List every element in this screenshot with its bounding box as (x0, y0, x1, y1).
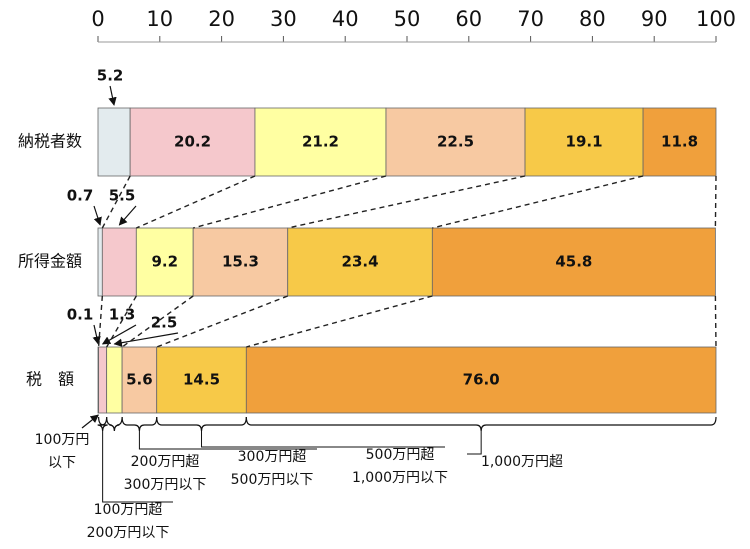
value-label: 5.5 (109, 187, 136, 205)
connector (106, 295, 137, 348)
label-arrow (93, 205, 102, 226)
value-label: 20.2 (174, 133, 211, 151)
connector (432, 175, 644, 229)
legend-pointer (81, 414, 99, 429)
bar-segment (431, 227, 716, 297)
bar-segment (101, 227, 137, 297)
bar-segment (524, 107, 644, 177)
x-tick-label: 40 (332, 7, 359, 31)
value-label: 19.1 (566, 133, 603, 151)
connector (714, 295, 717, 348)
x-tick-label: 90 (641, 7, 668, 31)
bar-segment (156, 346, 247, 414)
bar-segment (106, 346, 123, 414)
connector (101, 175, 131, 229)
bar-segment (385, 107, 526, 177)
value-label: 14.5 (183, 371, 220, 389)
value-label: 76.0 (463, 371, 500, 389)
label-arrow (101, 324, 137, 345)
bar-segment (129, 107, 256, 177)
bar-segment (192, 227, 289, 297)
x-tick-label: 20 (208, 7, 235, 31)
bar-segment (287, 227, 433, 297)
x-tick-label: 80 (579, 7, 606, 31)
bar-segment (245, 346, 717, 414)
x-tick-label: 0 (91, 7, 104, 31)
value-label: 9.2 (151, 253, 178, 271)
bar-segment (121, 346, 158, 414)
value-label: 0.7 (67, 187, 94, 205)
connector (156, 295, 288, 348)
value-label: 5.2 (97, 67, 124, 85)
label-arrow (108, 85, 117, 106)
legend-leader (102, 431, 173, 503)
bar-segment (97, 227, 103, 297)
legend-leader (467, 431, 482, 455)
value-label: 22.5 (437, 133, 474, 151)
x-tick-label: 10 (146, 7, 173, 31)
connector (97, 295, 104, 348)
connector (121, 295, 194, 348)
legend-label: 1,000万円超 (481, 454, 563, 470)
value-label: 11.8 (661, 133, 698, 151)
legend-label: 200万円超 300万円以下 (124, 454, 207, 493)
legend-label: 100万円超 200万円以下 (87, 502, 170, 541)
value-label: 0.1 (67, 306, 94, 324)
legend-label: 100万円以下 (35, 432, 90, 471)
legend-brace (121, 416, 158, 432)
bar-segment (254, 107, 387, 177)
value-label: 1.3 (109, 306, 136, 324)
value-label: 23.4 (342, 253, 379, 271)
label-arrow (118, 205, 137, 226)
legend-brace (106, 416, 123, 432)
legend-brace (156, 416, 247, 432)
legend-leader (201, 431, 445, 448)
x-tick-label: 60 (455, 7, 482, 31)
bar-segment (642, 107, 717, 177)
legend-brace (97, 416, 108, 432)
value-label: 15.3 (222, 253, 259, 271)
row-label: 所得金額 (18, 252, 82, 271)
legend-label: 500万円超 1,000万円以下 (352, 447, 448, 486)
value-label: 21.2 (302, 133, 339, 151)
bar-segment (135, 227, 194, 297)
row-label: 税 額 (26, 370, 74, 389)
connector (136, 175, 256, 229)
value-label: 45.8 (555, 253, 592, 271)
connector (246, 295, 433, 348)
label-arrow (92, 324, 101, 345)
x-tick-label: 30 (270, 7, 297, 31)
bar-segment (97, 107, 131, 177)
legend-leader (138, 431, 317, 450)
row-label: 納税者数 (18, 132, 82, 151)
legend-label: 300万円超 500万円以下 (231, 449, 314, 488)
connector (714, 175, 717, 229)
bar-segment (98, 346, 108, 414)
legend-brace (245, 416, 717, 432)
connector (192, 175, 387, 229)
value-label: 5.6 (126, 371, 153, 389)
label-arrow (113, 332, 179, 347)
connector (287, 175, 526, 229)
value-label: 2.5 (151, 314, 178, 332)
x-tick-label: 50 (394, 7, 421, 31)
x-tick-label: 70 (517, 7, 544, 31)
x-tick-label: 100 (696, 7, 736, 31)
